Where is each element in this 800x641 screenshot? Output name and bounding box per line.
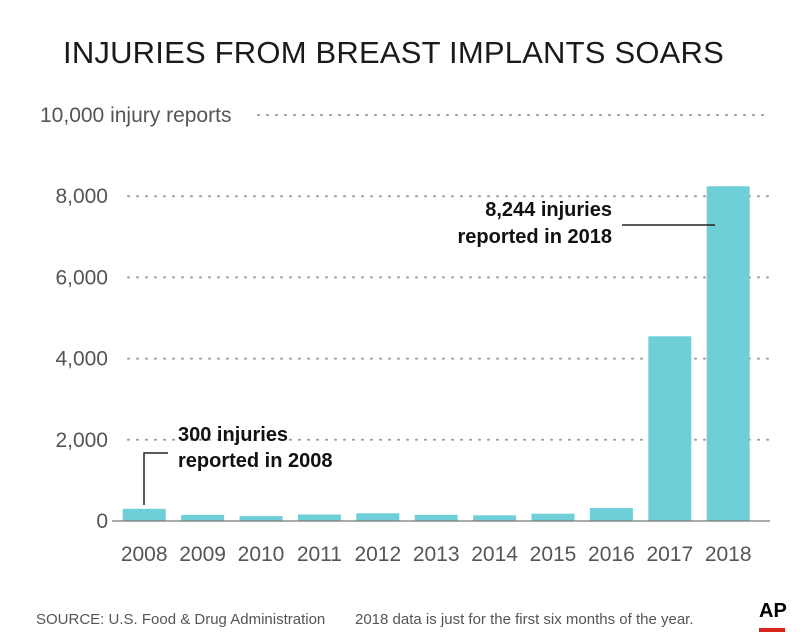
annotation-2008-leader — [143, 452, 168, 505]
bar-2009 — [181, 514, 225, 521]
x-tick-label: 2011 — [297, 543, 342, 566]
bar-2012 — [356, 513, 400, 521]
ap-logo-text: AP — [759, 600, 787, 622]
annotation-2008-line1: 300 injuries — [178, 424, 288, 446]
annotation-2018-line1: 8,244 injuries — [485, 199, 612, 221]
x-axis-ticks: 2008 2009 2010 2011 2012 2013 2014 2015 2016 2017… — [121, 543, 752, 566]
ap-logo: AP — [759, 600, 787, 632]
gridlines — [127, 114, 769, 441]
bar-2017 — [648, 336, 692, 521]
x-tick-label: 2014 — [471, 543, 518, 566]
annotation-2008: 300 injuries reported in 2008 — [143, 424, 333, 505]
x-tick-label: 2010 — [238, 543, 285, 566]
y-tick-label: 8,000 — [55, 185, 108, 208]
y-tick-label: 2,000 — [55, 429, 108, 452]
annotation-2008-line2: reported in 2008 — [178, 450, 333, 472]
bar-2010 — [239, 516, 283, 521]
bar-2018 — [706, 186, 750, 522]
x-tick-label: 2018 — [705, 543, 752, 566]
source-note: SOURCE: U.S. Food & Drug Administration — [36, 611, 325, 628]
bar-2014 — [473, 515, 517, 521]
bar-2015 — [531, 513, 575, 521]
annotation-2018: 8,244 injuries reported in 2018 — [457, 199, 715, 248]
bars — [122, 186, 750, 522]
bar-2016 — [589, 508, 633, 521]
y-tick-label: 10,000 injury reports — [40, 104, 231, 127]
y-tick-label: 0 — [96, 510, 108, 533]
ap-logo-underline — [759, 628, 785, 632]
x-tick-label: 2017 — [646, 543, 693, 566]
x-tick-label: 2015 — [530, 543, 577, 566]
data-note: 2018 data is just for the first six mont… — [355, 611, 694, 628]
y-tick-label: 4,000 — [55, 348, 108, 371]
y-axis-ticks: 0 2,000 4,000 6,000 8,000 10,000 injury repor… — [40, 104, 231, 533]
x-tick-label: 2013 — [413, 543, 460, 566]
annotation-2018-line2: reported in 2018 — [457, 226, 612, 248]
x-tick-label: 2016 — [588, 543, 635, 566]
x-tick-label: 2008 — [121, 543, 168, 566]
bar-2013 — [414, 514, 458, 521]
bar-2011 — [297, 514, 341, 521]
x-tick-label: 2009 — [179, 543, 226, 566]
chart-title: INJURIES FROM BREAST IMPLANTS SOARS — [63, 35, 724, 70]
bar-2008 — [122, 508, 166, 521]
x-tick-label: 2012 — [354, 543, 401, 566]
y-tick-label: 6,000 — [55, 266, 108, 289]
